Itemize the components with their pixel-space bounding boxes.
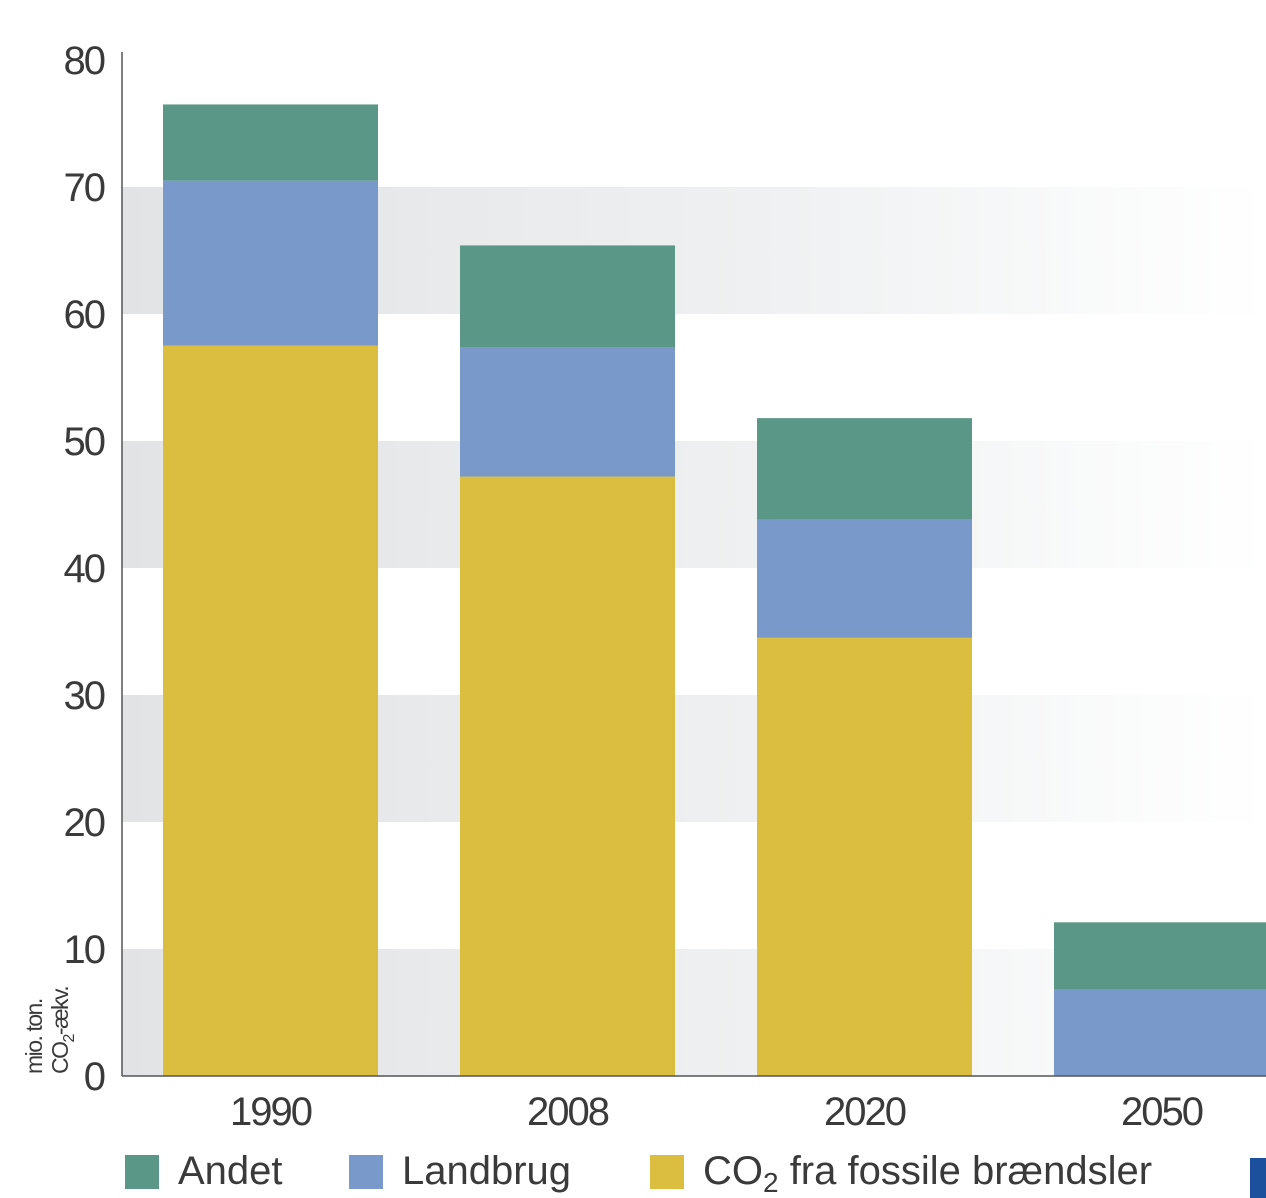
bar-2020-co2-fra-fossile-br-ndsler bbox=[757, 637, 972, 1076]
y-axis-label-line2: CO2-ækv. bbox=[47, 987, 78, 1074]
bar-2020-andet bbox=[757, 418, 972, 520]
legend-label-3: CO2 fra fossile brændsler bbox=[703, 1149, 1152, 1198]
y-axis-label: mio. ton. CO2-ækv. bbox=[21, 987, 78, 1074]
bar-1990-co2-fra-fossile-br-ndsler bbox=[163, 345, 378, 1076]
axes bbox=[121, 52, 1266, 1077]
y-tick-label-10: 10 bbox=[64, 928, 105, 972]
legend-label-2: Landbrug bbox=[402, 1149, 571, 1193]
y-tick-label-40: 40 bbox=[64, 547, 105, 591]
y-tick-label-20: 20 bbox=[64, 801, 105, 845]
bar-1990-andet bbox=[163, 104, 378, 181]
x-tick-label-2020: 2020 bbox=[824, 1090, 906, 1134]
y-tick-label-80: 80 bbox=[64, 39, 105, 83]
legend: Andet Landbrug CO2 fra fossile brændsler bbox=[125, 1149, 1152, 1198]
y-tick-labels: 0 10 20 30 40 50 60 70 80 bbox=[64, 39, 107, 1099]
x-tick-label-2008: 2008 bbox=[527, 1090, 609, 1134]
x-tick-label-1990: 1990 bbox=[230, 1090, 312, 1134]
bar-2008-andet bbox=[460, 245, 675, 348]
legend-swatch-3 bbox=[650, 1155, 684, 1189]
corner-mark bbox=[1250, 1158, 1266, 1198]
y-tick-label-70: 70 bbox=[64, 166, 105, 210]
y-tick-label-0: 0 bbox=[84, 1055, 105, 1099]
bar-2050-andet bbox=[1054, 922, 1266, 990]
bars bbox=[163, 104, 1266, 1076]
legend-swatch-1 bbox=[125, 1155, 159, 1189]
bar-2008-co2-fra-fossile-br-ndsler bbox=[460, 476, 675, 1076]
legend-swatch-2 bbox=[349, 1155, 383, 1189]
y-tick-label-30: 30 bbox=[64, 674, 105, 718]
x-tick-label-2050: 2050 bbox=[1121, 1090, 1203, 1134]
x-tick-labels: 1990 2008 2020 2050 bbox=[230, 1090, 1205, 1134]
bar-2008-landbrug bbox=[460, 347, 675, 477]
y-tick-label-50: 50 bbox=[64, 420, 105, 464]
legend-label-1: Andet bbox=[178, 1149, 283, 1193]
bar-2020-landbrug bbox=[757, 519, 972, 638]
y-tick-label-60: 60 bbox=[64, 293, 105, 337]
y-axis-label-line1: mio. ton. bbox=[21, 999, 47, 1074]
bar-1990-landbrug bbox=[163, 180, 378, 346]
bar-2050-landbrug bbox=[1054, 989, 1266, 1076]
